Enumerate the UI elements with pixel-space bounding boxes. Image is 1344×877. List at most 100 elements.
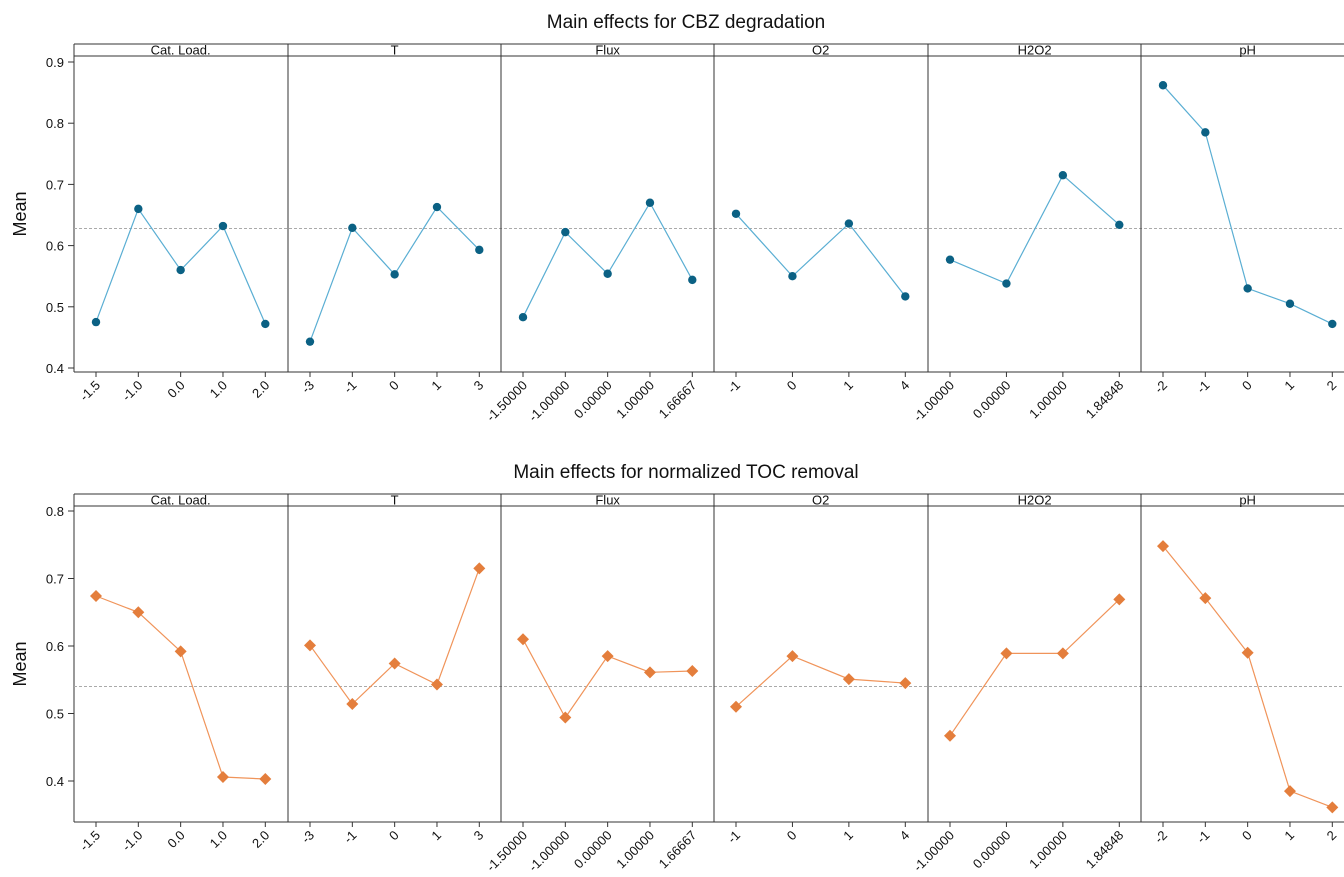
x-tick-label: 1.66667 [656,828,700,872]
data-point [176,265,185,275]
x-tick-label: -1.00000 [526,828,573,875]
data-point [475,245,484,255]
x-tick-label: 3 [471,828,487,844]
x-tick-label: 0.00000 [571,828,615,872]
x-tick-label: 0.0 [164,378,187,401]
data-point [1056,647,1069,660]
data-point [686,664,699,677]
data-point [788,272,797,281]
x-tick-label: 2.0 [249,378,272,401]
data-point [1241,646,1254,659]
data-point [1000,647,1013,660]
data-point [432,202,442,212]
data-point [90,590,102,603]
panel-title: pH [1239,43,1256,58]
data-point [1158,81,1168,90]
panel-title: T [391,43,399,58]
x-tick-label: -1.5 [77,378,103,404]
series-line [309,568,480,705]
data-point [216,770,229,783]
x-tick-label: -1.5 [77,828,103,854]
y-axis-label: Mean [10,641,30,686]
x-tick-label: -1.00000 [910,828,957,875]
x-tick-label: -1.0 [119,828,145,854]
y-tick-label: 0.7 [46,572,64,587]
data-point [730,700,742,713]
panel-o2: O2 -1 0 1 4 [713,43,913,396]
data-point [559,711,572,724]
panel-t: T -3 -1 0 1 3 [287,43,487,396]
panel-h2o2: H2O2 -1.00000 0.00000 1.00000 1.84848 [910,43,1126,425]
data-point [688,275,697,285]
panel-flux: Flux -1.50000-1.000000.000001.000001.6666… [483,43,699,425]
data-point [473,562,486,575]
data-point [944,729,956,742]
data-point [1328,319,1337,329]
x-tick-label: 1.84848 [1083,378,1127,422]
x-tick-label: 1 [428,378,444,394]
data-point [305,337,315,346]
x-tick-label: -1 [724,828,743,847]
data-point [348,223,357,233]
x-tick-label: 1.0 [207,828,230,851]
x-tick-label: 0 [386,828,402,844]
chart-2: Main effects for normalized TOC removal 0… [10,462,1344,874]
x-tick-label: -3 [298,828,317,847]
x-tick-label: -1.0 [119,378,145,404]
x-tick-label: 1 [1281,828,1297,844]
data-point [899,677,912,690]
x-tick-label: 3 [471,378,487,394]
x-tick-label: -1.50000 [483,378,530,425]
data-point [304,639,316,652]
x-tick-label: -1.50000 [483,828,530,875]
panel-title: Cat. Load. [151,493,211,508]
x-tick-label: 4 [897,378,913,394]
x-tick-label: 0.0 [164,828,187,851]
x-tick-label: -1 [341,828,360,847]
data-point [91,317,101,327]
x-tick-label: -2 [1151,828,1170,847]
data-point [601,650,614,663]
data-point [1157,540,1169,553]
x-tick-label: 0 [784,378,800,394]
y-axis-label: Mean [10,191,30,236]
data-point [430,678,443,691]
chart-title: Main effects for CBZ degradation [547,12,825,33]
x-tick-label: 4 [897,828,913,844]
x-tick-label: -2 [1151,378,1170,397]
data-point [786,650,799,663]
y-tick-label: 0.8 [46,116,64,131]
x-tick-label: 1.0 [207,378,230,401]
y-tick-label: 0.5 [46,300,64,315]
data-point [1283,785,1296,798]
data-point [603,269,612,278]
data-point [1002,279,1011,288]
data-point [731,209,741,218]
y-tick-label: 0.7 [46,177,64,192]
data-point [259,772,272,785]
panel-title: Flux [595,43,620,58]
x-tick-label: 1.00000 [613,378,657,422]
x-tick-label: 1 [1281,378,1297,394]
y-tick-label: 0.4 [46,361,64,376]
y-tick-label: 0.5 [46,707,64,722]
data-point [945,255,955,264]
x-tick-label: 1 [428,828,444,844]
y-tick-label: 0.6 [46,239,64,254]
data-point [388,657,401,670]
panel-title: pH [1239,493,1256,508]
panel-t: T -3 -1 0 1 3 [287,493,487,847]
y-tick-label: 0.9 [46,55,64,70]
x-tick-label: 0 [784,828,800,844]
data-point [261,319,270,329]
data-point [1113,593,1126,606]
data-point [643,666,656,679]
x-tick-label: 1.00000 [1026,378,1070,422]
y-tick-label: 0.8 [46,504,64,519]
data-point [134,204,143,214]
x-tick-label: 2 [1324,828,1340,844]
x-tick-label: 1.66667 [656,378,700,422]
x-tick-label: 0.00000 [970,828,1014,872]
x-tick-label: 2.0 [249,828,272,851]
panel-title: H2O2 [1018,493,1052,508]
